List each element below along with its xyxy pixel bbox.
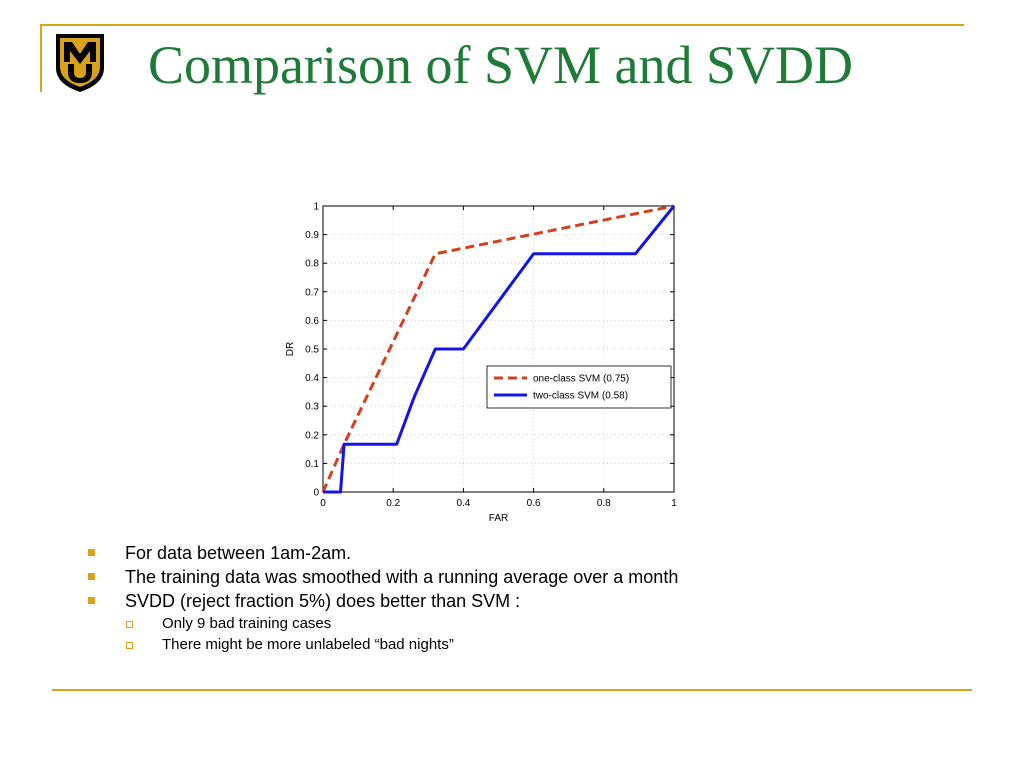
x-axis-label: FAR bbox=[489, 513, 508, 524]
y-tick-label: 0.3 bbox=[305, 402, 319, 413]
bottom-rule bbox=[52, 689, 972, 691]
series-line-1 bbox=[321, 204, 675, 493]
sub-bullet-text: Only 9 bad training cases bbox=[162, 615, 332, 632]
sub-bullet-item: There might be more unlabeled “bad night… bbox=[88, 634, 678, 655]
y-tick-label: 1 bbox=[313, 202, 319, 213]
x-tick-label: 0.8 bbox=[597, 498, 611, 509]
roc-chart: 0 0.2 0.4 0.6 0.8 1 0 0.1 0.2 0.3 0.4 0.5 0.6 0.7 0.8 0… bbox=[285, 202, 677, 525]
series-line-2 bbox=[323, 205, 676, 494]
y-tick-label: 0.4 bbox=[305, 373, 319, 384]
slide-title: Comparison of SVM and SVDD bbox=[148, 35, 854, 95]
sub-bullet-text: There might be more unlabeled “bad night… bbox=[162, 636, 454, 653]
top-rule bbox=[40, 24, 964, 26]
y-tick-label: 0.9 bbox=[305, 230, 319, 241]
left-rule bbox=[40, 24, 42, 92]
x-tick-label: 0.2 bbox=[386, 498, 400, 509]
bullet-text: SVDD (reject fraction 5%) does better th… bbox=[125, 591, 521, 611]
y-tick-label: 0.5 bbox=[305, 345, 319, 356]
square-bullet-icon bbox=[126, 642, 133, 649]
y-tick-label: 0.1 bbox=[305, 459, 319, 470]
bullet-item: SVDD (reject fraction 5%) does better th… bbox=[88, 589, 678, 613]
y-tick-label: 0.7 bbox=[305, 287, 319, 298]
y-tick-label: 0.2 bbox=[305, 430, 319, 441]
bullet-item: The training data was smoothed with a ru… bbox=[88, 565, 678, 589]
x-tick-label: 0 bbox=[320, 498, 326, 509]
x-tick-label: 0.4 bbox=[456, 498, 470, 509]
sub-bullet-item: Only 9 bad training cases bbox=[88, 613, 678, 634]
y-tick-label: 0 bbox=[313, 488, 319, 499]
x-tick-label: 0.6 bbox=[527, 498, 541, 509]
square-bullet-icon bbox=[126, 621, 133, 628]
mu-logo-icon bbox=[56, 34, 104, 92]
x-tick-label: 1 bbox=[671, 498, 677, 509]
bullet-text: The training data was smoothed with a ru… bbox=[125, 567, 679, 587]
bullet-list: For data between 1am-2am. The training d… bbox=[88, 541, 678, 655]
y-axis-label: DR bbox=[285, 342, 296, 356]
legend-label: one-class SVM (0.75) bbox=[533, 374, 629, 385]
bullet-item: For data between 1am-2am. bbox=[88, 541, 678, 565]
bullet-text: For data between 1am-2am. bbox=[125, 543, 352, 563]
legend-box bbox=[486, 365, 672, 409]
y-tick-label: 0.8 bbox=[305, 259, 319, 270]
y-tick-label: 0.6 bbox=[305, 316, 319, 327]
legend-label: two-class SVM (0.58) bbox=[533, 391, 628, 402]
